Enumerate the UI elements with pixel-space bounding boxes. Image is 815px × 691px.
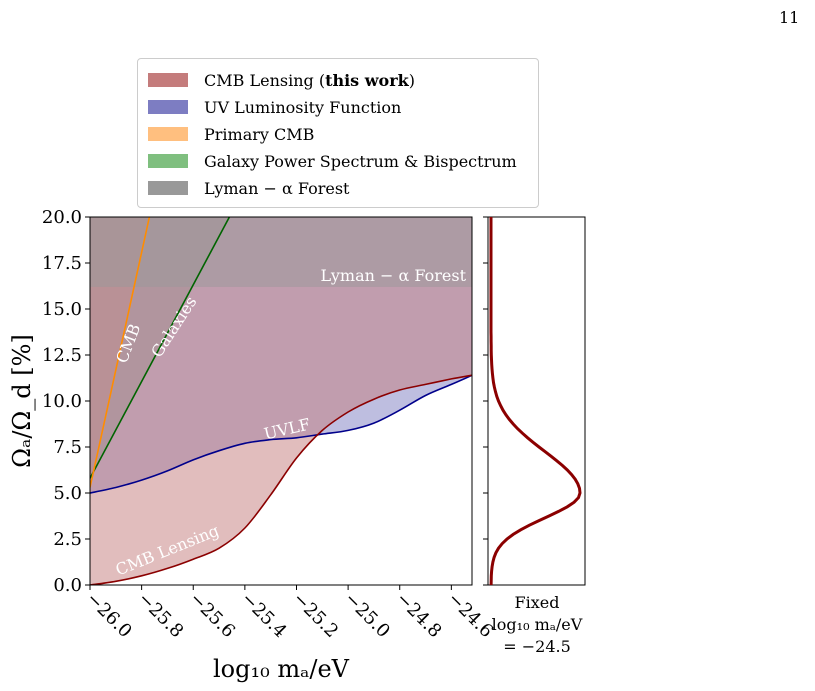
x-tick-label: −25.8: [134, 588, 188, 642]
page-number: 11: [779, 8, 800, 27]
legend-entry-lyman: Lyman − α Forest: [148, 175, 349, 201]
y-tick-label: 0.0: [53, 575, 82, 596]
legend-label: UV Luminosity Function: [204, 97, 402, 117]
side-panel-curve: [489, 217, 582, 585]
legend-label: CMB Lensing (this work): [204, 70, 415, 90]
legend-label: Galaxy Power Spectrum & Bispectrum: [204, 151, 517, 171]
x-tick-label: −25.6: [185, 588, 239, 642]
galaxies-line: [90, 217, 231, 479]
uvlf-line: [90, 374, 472, 494]
legend-entry-uvlf: UV Luminosity Function: [148, 94, 401, 120]
side-panel-frame: [487, 216, 586, 586]
x-axis-label: log₁₀ mₐ/eV: [213, 655, 350, 683]
cmb-lensing-region: [90, 217, 472, 585]
legend-entry-galaxy: Galaxy Power Spectrum & Bispectrum: [148, 148, 517, 174]
x-tick-label: −24.8: [392, 588, 446, 642]
y-axis-ticks: 0.0 2.5 5.0 7.5 10.0 12.5 15.0 17.5 20.0: [42, 207, 488, 596]
legend-swatch: [148, 154, 188, 168]
side-panel-label-line1: Fixed: [515, 593, 560, 612]
y-tick-label: 15.0: [42, 299, 82, 320]
x-tick-label: −26.0: [82, 588, 136, 642]
y-tick-label: 5.0: [53, 483, 82, 504]
x-tick-label: −25.2: [288, 588, 342, 642]
legend-label: Primary CMB: [204, 124, 315, 144]
y-tick-label: 12.5: [42, 345, 82, 366]
x-axis-ticks: −26.0−25.8−25.6−25.4−25.2−25.0−24.8−24.6: [82, 585, 497, 642]
legend-entry-cmb-lensing: CMB Lensing (this work): [148, 67, 415, 93]
y-axis-label: Ωₐ/Ω_d [%]: [8, 334, 36, 468]
x-tick-label: −24.6: [443, 588, 497, 642]
x-tick-label: −25.0: [340, 588, 394, 642]
y-tick-label: 7.5: [53, 437, 82, 458]
side-panel-label-line3: = −24.5: [503, 637, 571, 656]
y-tick-label: 10.0: [42, 391, 82, 412]
lyman-alpha-annotation: Lyman − α Forest: [321, 266, 467, 285]
y-tick-label: 20.0: [42, 207, 82, 228]
primary-cmb-line: [90, 217, 151, 488]
chart-legend: CMB Lensing (this work) UV Luminosity Fu…: [137, 58, 539, 208]
side-panel-label-line2: log₁₀ mₐ/eV: [492, 615, 583, 634]
y-tick-label: 17.5: [42, 253, 82, 274]
legend-label: Lyman − α Forest: [204, 178, 350, 198]
legend-swatch: [148, 181, 188, 195]
legend-swatch: [148, 73, 188, 87]
x-tick-label: −25.4: [237, 588, 291, 642]
legend-entry-primary-cmb: Primary CMB: [148, 121, 314, 147]
y-tick-label: 2.5: [53, 529, 82, 550]
legend-swatch: [148, 127, 188, 141]
cmb-lensing-line: [90, 374, 472, 585]
legend-swatch: [148, 100, 188, 114]
lyman-alpha-region: [90, 217, 472, 287]
